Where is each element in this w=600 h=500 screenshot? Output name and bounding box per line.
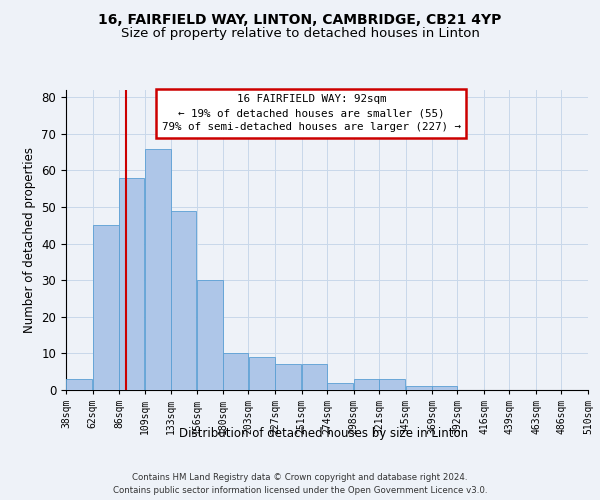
Bar [275,364,301,390]
Text: Contains HM Land Registry data © Crown copyright and database right 2024.
Contai: Contains HM Land Registry data © Crown c… [113,472,487,494]
Bar [302,364,327,390]
Bar [432,386,457,390]
Bar [248,357,275,390]
Y-axis label: Number of detached properties: Number of detached properties [23,147,36,333]
Bar [171,210,196,390]
Bar [145,148,171,390]
Text: Distribution of detached houses by size in Linton: Distribution of detached houses by size … [179,428,469,440]
Bar [327,382,353,390]
Bar [223,354,248,390]
Bar [354,379,379,390]
Bar [66,379,92,390]
Bar [197,280,223,390]
Text: Size of property relative to detached houses in Linton: Size of property relative to detached ho… [121,28,479,40]
Bar [119,178,145,390]
Bar [93,226,119,390]
Bar [406,386,432,390]
Bar [379,379,406,390]
Text: 16, FAIRFIELD WAY, LINTON, CAMBRIDGE, CB21 4YP: 16, FAIRFIELD WAY, LINTON, CAMBRIDGE, CB… [98,12,502,26]
Text: 16 FAIRFIELD WAY: 92sqm
← 19% of detached houses are smaller (55)
79% of semi-de: 16 FAIRFIELD WAY: 92sqm ← 19% of detache… [162,94,461,132]
